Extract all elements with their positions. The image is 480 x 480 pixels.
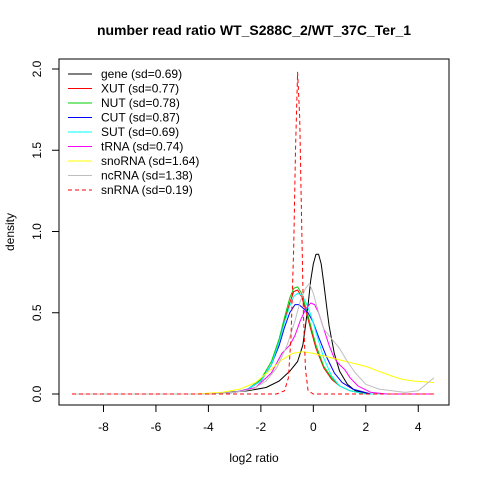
legend-label: CUT (sd=0.87) bbox=[101, 111, 180, 125]
series-line bbox=[72, 71, 434, 395]
x-tick-label: -8 bbox=[98, 420, 109, 434]
y-axis: 0.0 0.5 1.0 1.5 2.0 bbox=[30, 60, 60, 402]
y-tick-label: 0.0 bbox=[30, 385, 44, 402]
x-axis-label: log2 ratio bbox=[229, 451, 279, 465]
legend-label: snoRNA (sd=1.64) bbox=[101, 154, 199, 168]
x-tick-label: -2 bbox=[256, 420, 267, 434]
y-tick-label: 1.0 bbox=[30, 223, 44, 240]
legend-label: ncRNA (sd=1.38) bbox=[101, 169, 193, 183]
series-line bbox=[72, 286, 434, 395]
series-line bbox=[72, 253, 434, 395]
x-tick-label: 2 bbox=[362, 420, 369, 434]
x-tick-label: -4 bbox=[203, 420, 214, 434]
legend: gene (sd=0.69)XUT (sd=0.77)NUT (sd=0.78)… bbox=[68, 67, 199, 197]
series-line bbox=[72, 283, 435, 395]
series-layer bbox=[72, 71, 435, 395]
legend-label: snRNA (sd=0.19) bbox=[101, 183, 193, 197]
y-tick-label: 2.0 bbox=[30, 60, 44, 77]
y-tick-label: 1.5 bbox=[30, 142, 44, 159]
legend-label: tRNA (sd=0.74) bbox=[101, 140, 183, 154]
legend-label: SUT (sd=0.69) bbox=[101, 125, 179, 139]
series-line bbox=[72, 351, 435, 395]
x-tick-label: 4 bbox=[415, 420, 422, 434]
series-line bbox=[72, 302, 434, 395]
x-axis: -8 -6 -4 -2 0 2 4 bbox=[98, 404, 422, 434]
series-line bbox=[72, 304, 434, 395]
y-axis-label: density bbox=[3, 213, 17, 251]
series-line bbox=[72, 289, 434, 395]
chart-title: number read ratio WT_S288C_2/WT_37C_Ter_… bbox=[97, 22, 411, 38]
y-tick-label: 0.5 bbox=[30, 304, 44, 321]
series-line bbox=[72, 292, 434, 395]
legend-label: XUT (sd=0.77) bbox=[101, 82, 179, 96]
legend-label: NUT (sd=0.78) bbox=[101, 96, 180, 110]
x-tick-label: 0 bbox=[310, 420, 317, 434]
legend-label: gene (sd=0.69) bbox=[101, 67, 182, 81]
x-tick-label: -6 bbox=[151, 420, 162, 434]
